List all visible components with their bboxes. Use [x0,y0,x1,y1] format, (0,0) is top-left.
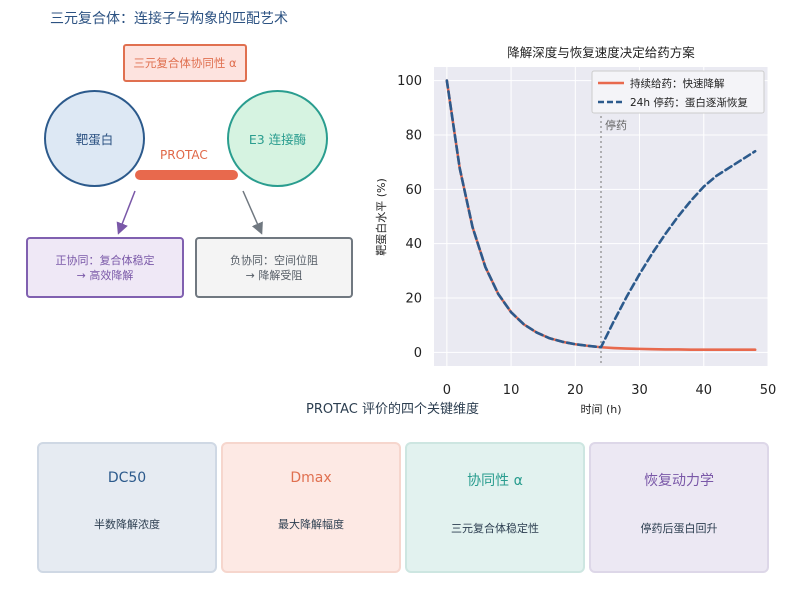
x-tick-label: 30 [631,383,648,398]
arrow-to-negative [242,190,263,235]
y-tick-label: 100 [397,74,422,89]
target-protein-node: 靶蛋白 [44,90,145,187]
dimension-card-cooperativity: 协同性 α 三元复合体稳定性 [405,442,585,573]
cooperativity-label: 三元复合体协同性 α [133,56,237,70]
dimension-card-dc50: DC50 半数降解浓度 [37,442,217,573]
positive-line2: → 高效降解 [76,268,134,282]
x-tick-labels: 0 10 20 30 40 50 [443,383,777,398]
protac-label: PROTAC [160,148,208,162]
x-axis-label: 时间 (h) [580,403,621,416]
negative-line2: → 降解受阻 [245,268,303,282]
dimensions-title: PROTAC 评价的四个关键维度 [306,402,479,417]
dimension-card-dmax: Dmax 最大降解幅度 [221,442,401,573]
legend-box [591,70,765,114]
diagram-arrows [116,190,263,235]
card-title: DC50 [107,470,147,486]
series-line-1 [445,79,757,349]
card-subtitle: 最大降解幅度 [278,518,344,531]
positive-cooperativity-box: 正协同：复合体稳定 → 高效降解 [26,237,184,298]
negative-line1: 负协同：空间位阻 [230,253,318,267]
legend-label-recovery: 24h 停药：蛋白逐渐恢复 [630,96,748,109]
degradation-chart: 0 20 40 60 80 100 0 10 20 30 40 50 停药 降解深度与恢复速度决定给… [374,45,777,416]
protac-linker-bar [135,170,238,180]
stop-dosing-label: 停药 [605,118,627,132]
y-tick-label: 80 [405,128,422,143]
x-tick-label: 0 [443,383,451,398]
x-tick-label: 50 [760,383,777,398]
x-tick-label: 10 [503,383,520,398]
card-subtitle: 半数降解浓度 [94,518,160,531]
y-tick-labels: 0 20 40 60 80 100 [397,74,422,361]
positive-line1: 正协同：复合体稳定 [55,253,155,267]
y-tick-label: 0 [414,346,422,361]
negative-cooperativity-box: 负协同：空间位阻 → 降解受阻 [195,237,353,298]
card-title: Dmax [290,470,332,486]
card-title: 协同性 α [467,473,523,489]
card-subtitle: 停药后蛋白回升 [640,522,718,535]
legend: 持续给药：快速降解 24h 停药：蛋白逐渐恢复 [591,70,765,114]
x-tick-label: 40 [695,383,712,398]
x-tick-label: 20 [567,383,584,398]
chart-title: 降解深度与恢复速度决定给药方案 [507,45,695,60]
y-tick-label: 20 [405,292,422,307]
legend-label-continuous: 持续给药：快速降解 [630,77,725,90]
y-axis-label: 靶蛋白水平 (%) [374,178,388,256]
series-lines [445,79,757,351]
diagram-title: 三元复合体：连接子与构象的匹配艺术 [50,11,288,27]
e3-ligase-node: E3 连接酶 [227,90,328,187]
card-subtitle: 三元复合体稳定性 [451,522,539,535]
target-protein-label: 靶蛋白 [75,132,114,147]
cooperativity-box: 三元复合体协同性 α [123,44,247,82]
y-tick-label: 40 [405,237,422,252]
arrow-to-positive [116,190,136,235]
y-tick-label: 60 [405,183,422,198]
dimension-card-recovery: 恢复动力学 停药后蛋白回升 [589,442,769,573]
e3-ligase-label: E3 连接酶 [248,132,307,147]
card-title: 恢复动力学 [644,473,714,489]
